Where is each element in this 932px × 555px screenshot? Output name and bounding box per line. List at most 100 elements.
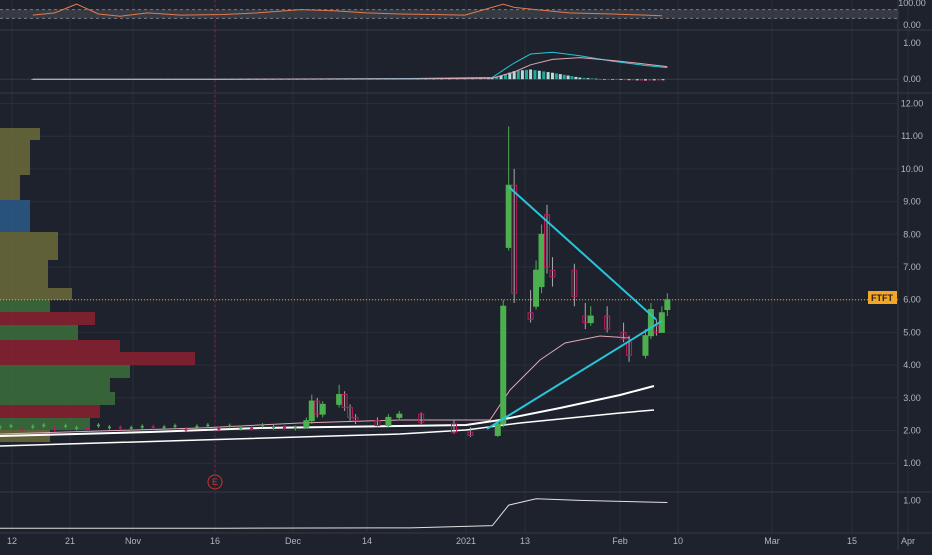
candle-body (206, 424, 210, 427)
volume-profile-bar (0, 378, 110, 392)
ma-200-line (0, 409, 655, 447)
candle-body (228, 425, 232, 427)
rsi-tick-label: 0.00 (903, 20, 921, 30)
rsi-band (0, 9, 898, 19)
macd-histogram-bar (508, 72, 512, 80)
macd-histogram-bar (598, 78, 602, 80)
candle-body (75, 427, 79, 429)
macd-histogram-bar (516, 70, 520, 80)
volume-profile-bar (0, 392, 115, 405)
rsi-tick-label: 100.00 (898, 0, 926, 8)
volume-profile-bar (0, 365, 130, 378)
x-tick-label: 2021 (456, 536, 476, 546)
y-tick-label: 3.00 (903, 393, 921, 403)
y-tick-label: 9.00 (903, 197, 921, 207)
candle-body (319, 403, 326, 415)
event-label: E (212, 477, 218, 487)
macd-histogram-bar (447, 78, 451, 80)
macd-histogram-bar (627, 79, 631, 81)
macd-histogram-bar (586, 78, 590, 80)
macd-histogram-bar (615, 79, 619, 80)
x-tick-label: Nov (125, 536, 142, 546)
price-tag-bg (868, 291, 897, 304)
y-tick-label: 10.00 (901, 164, 924, 174)
rsi-line (32, 3, 662, 17)
volume-profile-bar (0, 128, 40, 140)
earnings-event-marker[interactable]: E (207, 474, 223, 490)
macd-histogram-bar (648, 79, 652, 81)
candle-body (107, 426, 111, 429)
macd-histogram-bar (554, 73, 558, 80)
volume-profile-bar (0, 288, 72, 300)
macd-histogram-bar (467, 78, 471, 80)
candle-body (664, 299, 671, 311)
candle-body (173, 425, 177, 427)
price-panel[interactable] (0, 0, 898, 475)
macd-histogram-bar (499, 75, 503, 80)
candle-body (31, 425, 35, 428)
candle-body (500, 305, 507, 425)
y-tick-label: 11.00 (901, 131, 923, 141)
macd-histogram-bar (611, 79, 615, 80)
x-tick-label: Dec (285, 536, 302, 546)
macd-histogram-bar (471, 78, 475, 80)
candle-body (140, 425, 144, 428)
y-tick-label: 12.00 (901, 99, 924, 109)
candle-body (0, 426, 2, 429)
volume-panel (0, 498, 668, 529)
macd-histogram-bar (566, 75, 570, 80)
macd-histogram-bar (562, 74, 566, 80)
candle-body (86, 427, 90, 430)
macd-histogram-bar (490, 78, 494, 80)
candle-body (418, 413, 425, 423)
candle-body (217, 428, 221, 430)
candle-body (129, 427, 133, 429)
y-tick-label: 2.00 (903, 426, 921, 436)
macd-histogram-bar (574, 76, 578, 80)
candle-body (272, 426, 275, 429)
candle-body (42, 424, 46, 427)
macd-histogram-bar (475, 78, 479, 80)
candle-body (162, 426, 166, 429)
macd-histogram-bar (652, 79, 656, 81)
macd-panel (0, 51, 898, 81)
macd-line (32, 51, 668, 80)
macd-tick-label: 0.00 (903, 74, 921, 84)
candle-body (538, 233, 545, 288)
macd-histogram-bar (533, 70, 537, 80)
macd-histogram-bar (594, 78, 598, 80)
volume-tick-label: 1.00 (903, 495, 921, 505)
macd-histogram-bar (529, 69, 533, 80)
candle-body (604, 315, 611, 330)
candle-body (549, 269, 556, 278)
candle-body (250, 427, 254, 430)
candle-body (118, 426, 122, 429)
macd-histogram-bar (619, 79, 623, 81)
macd-histogram-bar (503, 74, 507, 80)
volume-profile-bar (0, 300, 50, 312)
candle-body (53, 428, 57, 430)
candle-body (587, 315, 594, 324)
candle-body (533, 269, 540, 307)
y-tick-label: 8.00 (903, 229, 921, 239)
candle-body (467, 431, 474, 436)
macd-histogram-bar (482, 78, 486, 80)
volume-profile-bar (0, 260, 48, 288)
last-price-tag: FTFT (868, 291, 897, 304)
candle-body (396, 413, 403, 418)
y-tick-label: 1.00 (903, 458, 921, 468)
macd-histogram-bar (623, 79, 627, 81)
macd-histogram-bar (537, 70, 541, 80)
candle-body (347, 407, 354, 418)
macd-tick-label: 1.00 (903, 38, 921, 48)
volume-profile (0, 128, 195, 442)
x-tick-label: 13 (520, 536, 530, 546)
ma-100-line (0, 385, 655, 437)
macd-histogram-bar (459, 78, 463, 80)
x-tick-label: Feb (612, 536, 628, 546)
macd-histogram-bar (643, 79, 647, 81)
volume-line (0, 498, 668, 529)
